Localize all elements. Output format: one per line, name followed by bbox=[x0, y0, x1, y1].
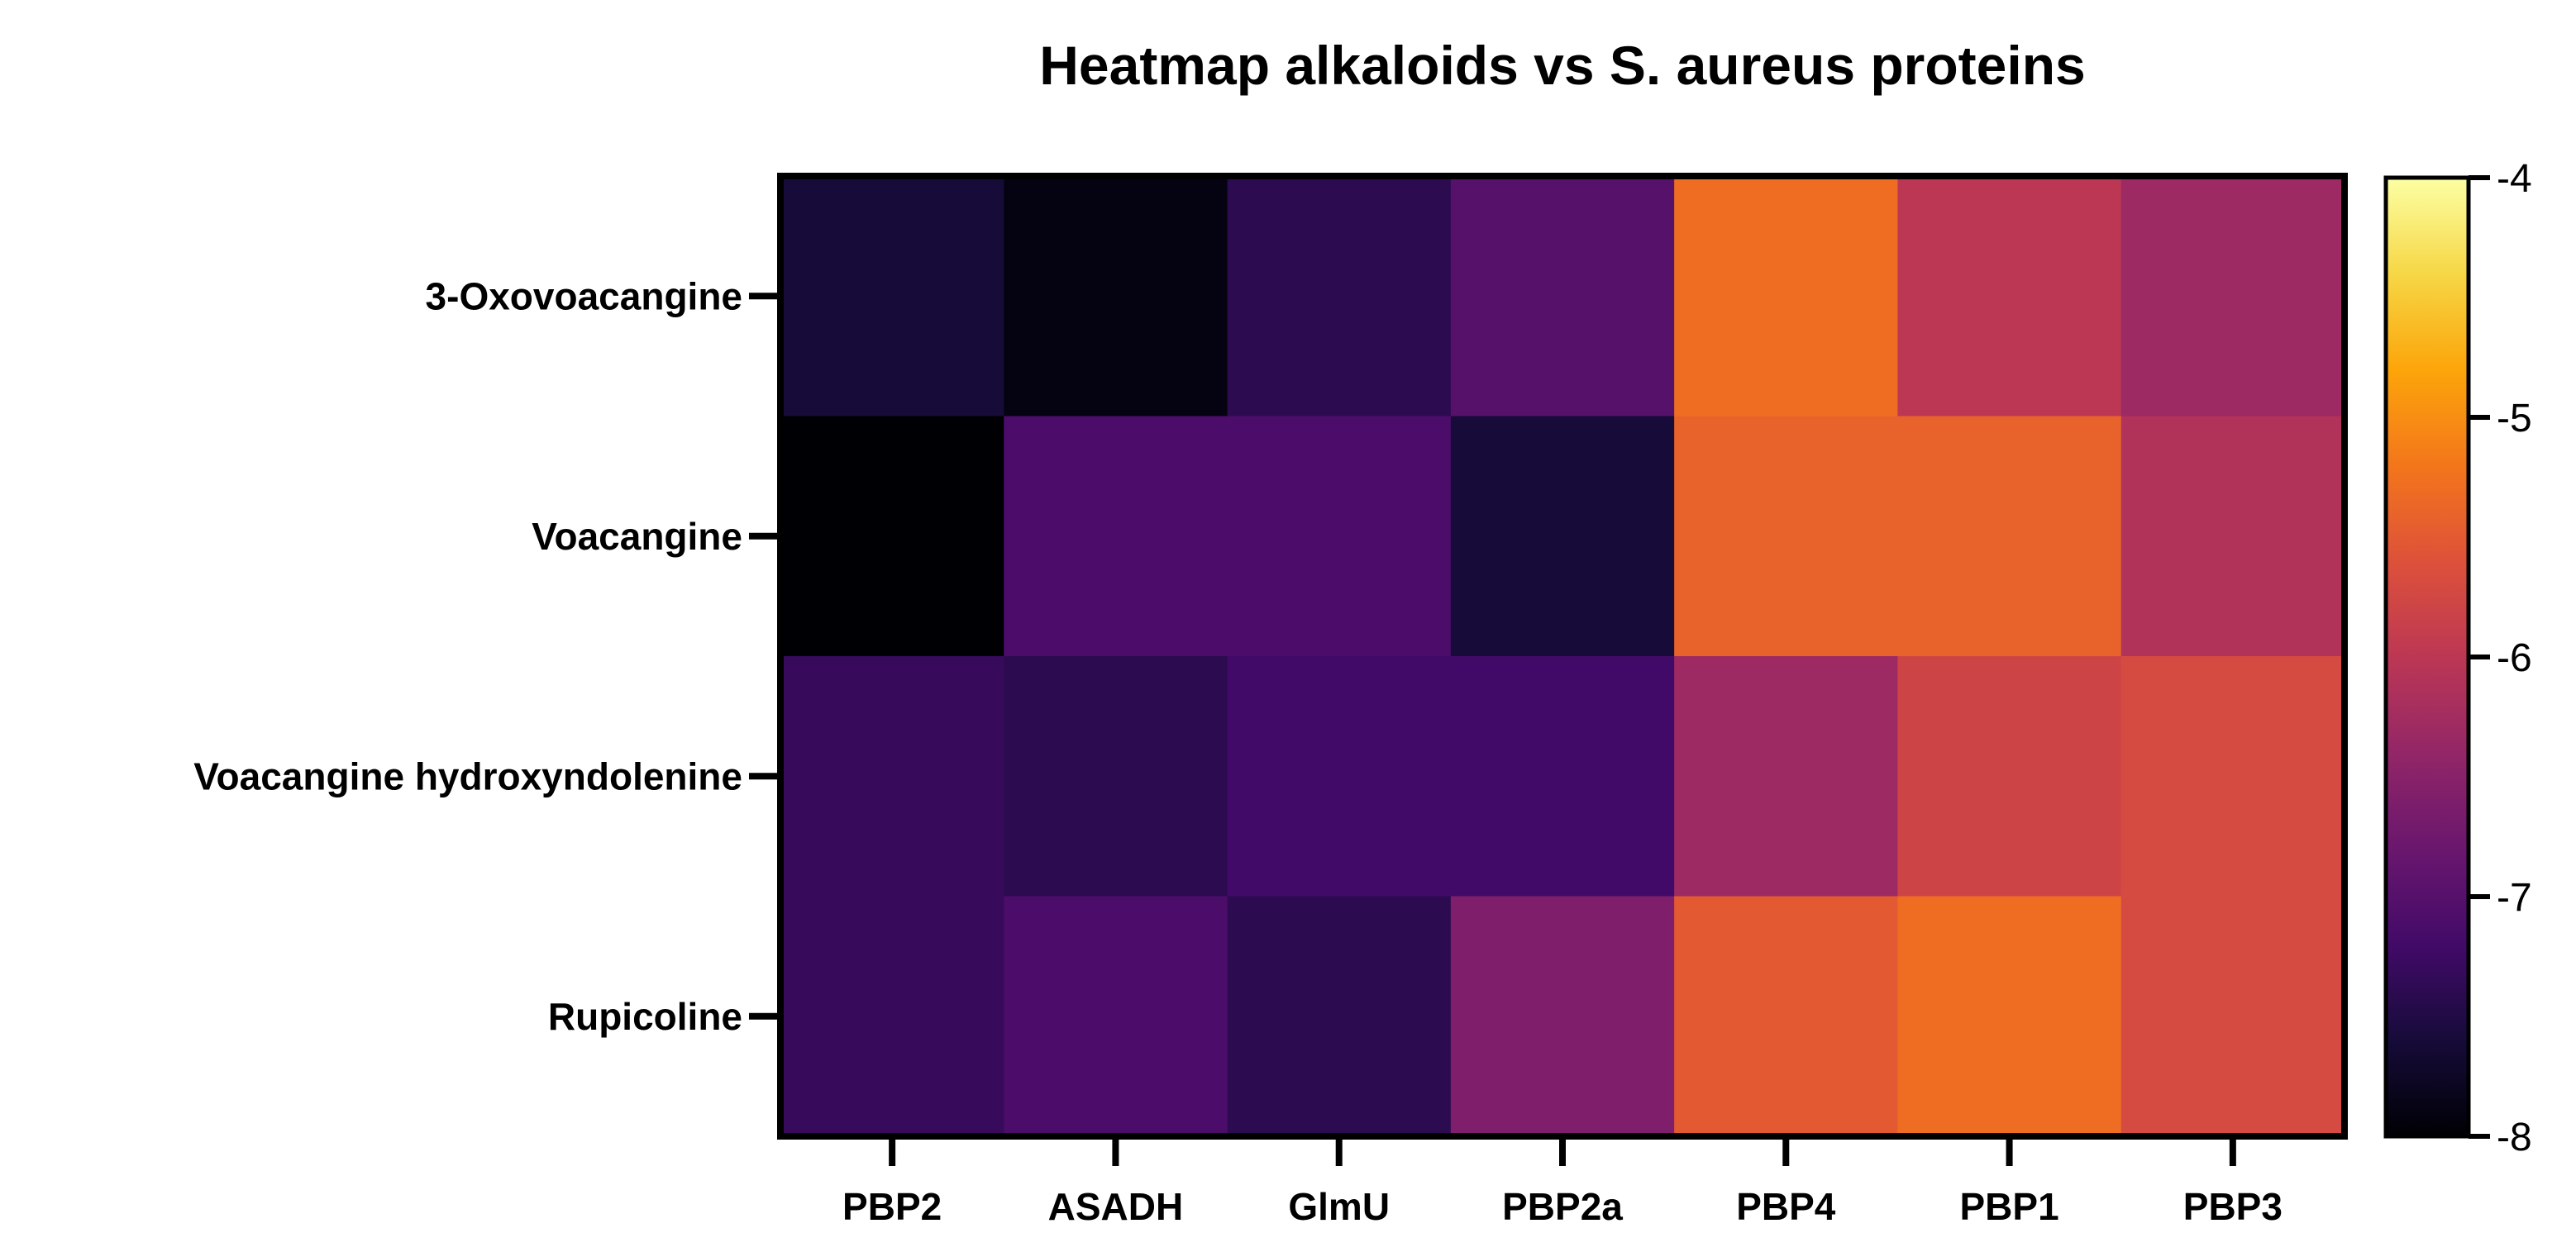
colorbar: -4 -5 -6 -7 -8 bbox=[2383, 157, 2532, 1159]
heatmap-cell bbox=[1004, 176, 1228, 417]
heatmap-cell bbox=[1897, 416, 2122, 657]
heatmap-cell bbox=[1897, 176, 2122, 417]
colorbar-tick-label: -7 bbox=[2497, 876, 2532, 920]
heatmap-cell bbox=[1227, 416, 1452, 657]
heatmap-cell bbox=[1004, 896, 1228, 1137]
colorbar-gradient bbox=[2383, 175, 2471, 1139]
heatmap-cell bbox=[1450, 416, 1675, 657]
heatmap-cell bbox=[2120, 656, 2345, 897]
heatmap-cell bbox=[780, 176, 1004, 417]
colorbar-tick-label: -4 bbox=[2497, 157, 2532, 201]
heatmap-cell bbox=[2120, 416, 2345, 657]
heatmap-cell bbox=[1674, 656, 1899, 897]
heatmap-cell bbox=[780, 656, 1004, 897]
row-label: Rupicoline bbox=[548, 995, 742, 1038]
colorbar-ticks: -4 -5 -6 -7 -8 bbox=[2469, 157, 2532, 1159]
row-label: Voacangine bbox=[532, 515, 742, 558]
heatmap-cell bbox=[1674, 176, 1899, 417]
heatmap-cell bbox=[1674, 416, 1899, 657]
heatmap-cell bbox=[1004, 416, 1228, 657]
colorbar-tick-label: -5 bbox=[2497, 397, 2532, 440]
column-label: PBP2a bbox=[1502, 1185, 1623, 1228]
heatmap-cell bbox=[1004, 656, 1228, 897]
column-label: PBP4 bbox=[1736, 1185, 1836, 1228]
heatmap-cell bbox=[1227, 656, 1452, 897]
heatmap-cell bbox=[1674, 896, 1899, 1137]
heatmap-cell bbox=[1227, 176, 1452, 417]
heatmap-cell bbox=[1227, 896, 1452, 1137]
heatmap-cell bbox=[1450, 656, 1675, 897]
heatmap-cells bbox=[780, 176, 2345, 1137]
heatmap-cell bbox=[1897, 896, 2122, 1137]
column-label: PBP3 bbox=[2183, 1185, 2283, 1228]
heatmap-cell bbox=[2120, 176, 2345, 417]
column-axis: PBP2 ASADH GlmU PBP2a PBP4 PBP1 PBP3 bbox=[842, 1136, 2283, 1228]
column-label: PBP2 bbox=[842, 1185, 942, 1228]
chart-title: Heatmap alkaloids vs S. aureus proteins bbox=[1039, 35, 2085, 96]
column-label: GlmU bbox=[1288, 1185, 1390, 1228]
row-label: Voacangine hydroxyndolenine bbox=[193, 755, 742, 797]
colorbar-tick-label: -8 bbox=[2497, 1116, 2532, 1159]
heatmap-cell bbox=[780, 896, 1004, 1137]
column-label: PBP1 bbox=[1959, 1185, 2058, 1228]
heatmap-cell bbox=[1897, 656, 2122, 897]
heatmap-cell bbox=[780, 416, 1004, 657]
heatmap-cell bbox=[1450, 176, 1675, 417]
heatmap-cell bbox=[1450, 896, 1675, 1137]
heatmap-cell bbox=[2120, 896, 2345, 1137]
column-label: ASADH bbox=[1048, 1185, 1184, 1228]
colorbar-tick-label: -6 bbox=[2497, 636, 2532, 680]
row-axis: 3-Oxovoacangine Voacangine Voacangine hydr… bbox=[193, 274, 780, 1038]
row-label: 3-Oxovoacangine bbox=[426, 274, 742, 317]
